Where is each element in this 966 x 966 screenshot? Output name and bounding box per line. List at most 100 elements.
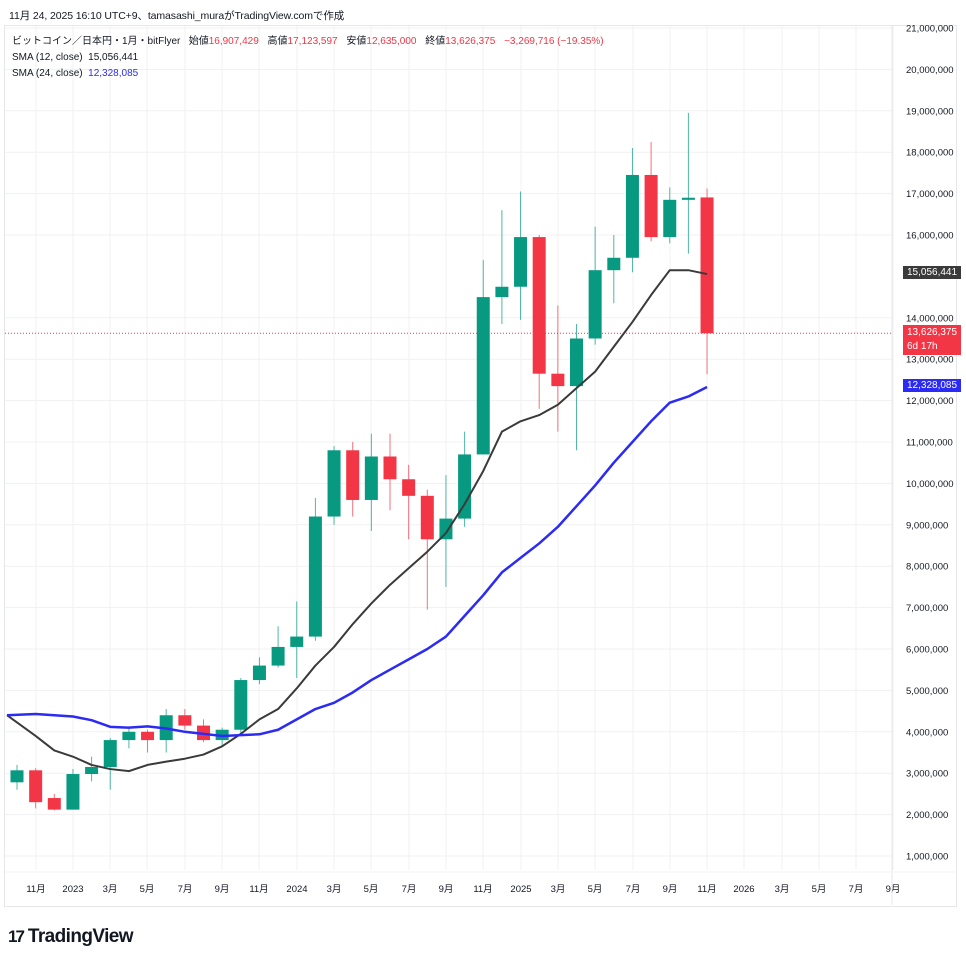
legend-high-label: 高値 — [267, 36, 288, 47]
candle-body — [681, 197, 695, 200]
chart-pane[interactable] — [4, 25, 957, 907]
y-axis-label: 11,000,000 — [906, 438, 953, 449]
sma24-price-tag: 12,328,085 — [903, 379, 962, 392]
y-axis-label: 8,000,000 — [906, 562, 948, 573]
legend-high: 17,123,597 — [287, 36, 338, 47]
candle-body — [290, 636, 304, 647]
candle-body — [420, 495, 434, 540]
tradingview-logo-text: TradingView — [27, 926, 134, 947]
x-axis-label: 3月 — [103, 884, 118, 895]
x-axis-label: 3月 — [327, 884, 342, 895]
x-axis-label: 7月 — [626, 884, 641, 895]
candle-body — [383, 456, 397, 480]
candle-body — [178, 715, 192, 726]
x-axis-label: 11月 — [249, 884, 268, 895]
x-axis-label: 11月 — [473, 884, 492, 895]
x-axis-label: 2023 — [62, 884, 83, 895]
legend-symbol[interactable]: ビットコイン／日本円・1月・bitFlyer — [12, 36, 181, 47]
y-axis-label: 19,000,000 — [906, 106, 954, 117]
candle-body — [66, 774, 80, 810]
y-axis-label: 9,000,000 — [906, 520, 948, 531]
x-axis-label: 9月 — [663, 884, 678, 895]
x-axis-label: 5月 — [588, 884, 603, 895]
candle-body — [103, 740, 117, 767]
legend-sma12-label: SMA (12, close) — [12, 52, 83, 63]
y-axis-label: 20,000,000 — [906, 65, 954, 76]
candle-body — [271, 646, 285, 666]
candle-body — [439, 518, 453, 540]
candle-body — [625, 174, 639, 258]
legend-open-label: 始値 — [188, 36, 209, 47]
candle-body — [514, 237, 528, 287]
legend-close-label: 終値 — [425, 36, 446, 47]
legend-sma12-row[interactable]: SMA (12, close) 15,056,441 — [12, 50, 604, 66]
y-axis-label: 4,000,000 — [906, 727, 948, 738]
x-axis-label: 5月 — [812, 884, 827, 895]
x-axis-label: 9月 — [886, 884, 901, 895]
candle-body — [644, 174, 658, 238]
x-axis-label: 3月 — [775, 884, 790, 895]
sma12-line — [6, 269, 708, 773]
tradingview-logo-icon: 17 — [8, 927, 25, 946]
sma12-price-tag: 15,056,441 — [903, 266, 962, 279]
legend-low-label: 安値 — [346, 36, 367, 47]
countdown-value: 6d 17h — [907, 341, 938, 352]
tradingview-logo[interactable]: 17 TradingView — [8, 926, 134, 948]
legend-sma24-value: 12,328,085 — [88, 68, 139, 79]
candle-body — [308, 516, 322, 637]
x-axis-label: 7月 — [849, 884, 864, 895]
candle-body — [402, 479, 416, 496]
y-axis-label: 14,000,000 — [906, 313, 954, 324]
legend-open: 16,907,429 — [208, 36, 259, 47]
candle-body — [495, 286, 509, 298]
last-price-value: 13,626,375 — [907, 327, 958, 338]
candle-body — [234, 680, 248, 730]
y-axis-label: 17,000,000 — [906, 189, 954, 200]
legend-low: 12,635,000 — [366, 36, 417, 47]
x-axis-label: 9月 — [215, 884, 230, 895]
y-axis-label: 12,000,000 — [906, 396, 954, 407]
x-axis-label: 5月 — [140, 884, 155, 895]
candle-body — [122, 731, 136, 741]
x-axis-label: 2024 — [286, 884, 307, 895]
y-axis-label: 13,000,000 — [906, 355, 954, 366]
legend-sma24-label: SMA (24, close) — [12, 68, 83, 79]
x-axis-label: 2025 — [510, 884, 531, 895]
chart-caption: 11月 24, 2025 16:10 UTC+9、tamasashi_muraが… — [9, 10, 345, 22]
y-axis-label: 21,000,000 — [906, 24, 954, 35]
candle-body — [458, 454, 472, 519]
y-axis-label: 1,000,000 — [906, 852, 948, 863]
sma24-line — [6, 385, 708, 738]
y-axis-label: 6,000,000 — [906, 645, 948, 656]
y-axis-label: 10,000,000 — [906, 479, 954, 490]
candle-body — [551, 373, 565, 387]
candle-body — [663, 199, 677, 238]
candle-body — [252, 665, 266, 681]
candle-body — [85, 766, 99, 775]
candle-body — [570, 338, 583, 387]
candle-body — [607, 257, 621, 271]
y-axis-label: 7,000,000 — [906, 603, 948, 614]
chart-legend: ビットコイン／日本円・1月・bitFlyer 始値16,907,429 高値17… — [12, 34, 604, 82]
candle-body — [476, 297, 490, 455]
legend-sma24-row[interactable]: SMA (24, close) 12,328,085 — [12, 66, 604, 82]
y-axis-label: 3,000,000 — [906, 769, 948, 780]
y-axis-label: 18,000,000 — [906, 148, 954, 159]
legend-close: 13,626,375 — [445, 36, 496, 47]
legend-change: −3,269,716 (−19.35%) — [504, 36, 604, 47]
y-axis-label: 16,000,000 — [906, 231, 954, 242]
candle-body — [532, 237, 546, 374]
x-axis-label: 9月 — [439, 884, 454, 895]
x-axis-label: 11月 — [26, 884, 45, 895]
x-axis-label: 7月 — [178, 884, 193, 895]
x-axis-label: 7月 — [402, 884, 417, 895]
y-axis-label: 2,000,000 — [906, 810, 948, 821]
x-axis-label: 3月 — [551, 884, 566, 895]
y-axis-label: 5,000,000 — [906, 686, 948, 697]
candle-body — [346, 450, 360, 500]
candle-body — [588, 270, 602, 339]
x-axis-label: 5月 — [364, 884, 379, 895]
candle-body — [29, 770, 43, 803]
candle-body — [141, 731, 155, 741]
